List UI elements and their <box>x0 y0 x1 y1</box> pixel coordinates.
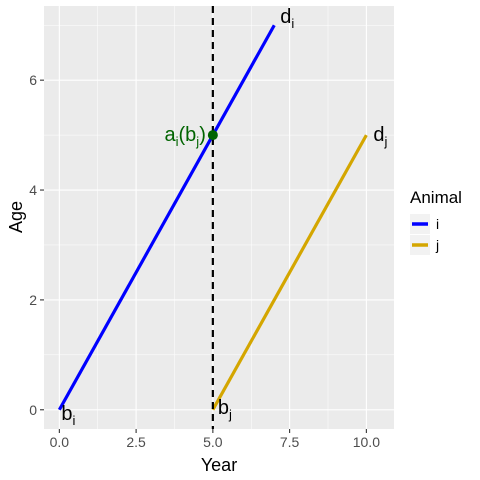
y-tick-label: 6 <box>29 72 37 88</box>
y-tick-label: 2 <box>29 292 37 308</box>
legend: Animal ij <box>410 188 462 255</box>
annotation-part: i <box>72 413 75 428</box>
annotation-a_i_b_j: ai(bj) <box>164 124 205 149</box>
annotation-part: d <box>280 6 291 28</box>
annotation-part: b <box>61 403 72 425</box>
x-tick-label: 0.0 <box>50 434 70 450</box>
legend-label-j: j <box>435 237 439 253</box>
legend-title: Animal <box>410 188 462 207</box>
x-tick-label: 2.5 <box>126 434 146 450</box>
annotation-part: d <box>373 124 384 146</box>
y-tick-label: 4 <box>29 182 37 198</box>
legend-entries: ij <box>410 214 439 255</box>
annotation-part: j <box>383 134 387 149</box>
annotation-part: i <box>291 16 294 31</box>
annotation-part: ) <box>199 124 206 146</box>
x-tick-label: 10.0 <box>353 434 380 450</box>
x-axis-title: Year <box>201 455 237 475</box>
legend-label-i: i <box>436 216 439 232</box>
plot-panel <box>44 6 394 429</box>
y-axis-title: Age <box>6 201 26 233</box>
annotation-part: j <box>228 407 232 422</box>
x-tick-label: 7.5 <box>280 434 300 450</box>
annotation-part: (b <box>179 124 197 146</box>
y-tick-label: 0 <box>29 402 37 418</box>
x-tick-label: 5.0 <box>203 434 223 450</box>
intersection-point <box>208 130 218 140</box>
annotation-part: b <box>218 397 229 419</box>
